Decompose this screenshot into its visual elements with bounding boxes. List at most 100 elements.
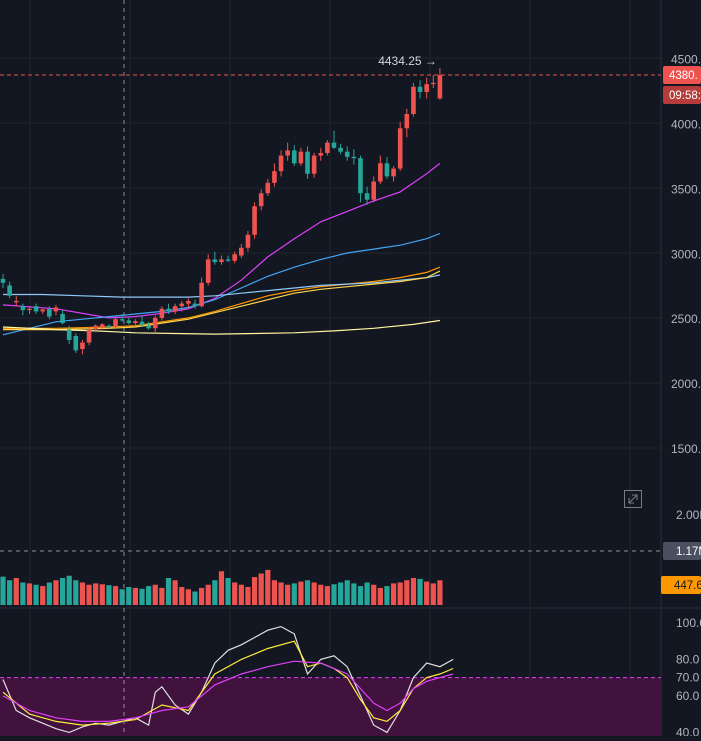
rsi-axis-tick: 80.0 (676, 652, 700, 666)
rsi-line (2, 660, 454, 722)
rsi-axis-tick: 70.0 (676, 671, 700, 685)
candle-body (179, 303, 185, 307)
candle-body (391, 168, 396, 177)
candle-body (126, 320, 132, 324)
last-price-badge (663, 66, 701, 85)
volume-bar (93, 583, 99, 605)
expand-icon (624, 490, 642, 508)
volume-bar (271, 580, 278, 605)
volume-bar (318, 584, 324, 605)
rsi-axis-tick: 60.0 (676, 689, 700, 703)
candle-body (86, 329, 92, 343)
price-axis-tick: 1500. (671, 442, 701, 456)
volume-bar (139, 588, 145, 605)
volume-bar (66, 575, 72, 605)
candle-body (93, 325, 98, 330)
crosshair: 4434.25 → (0, 0, 661, 736)
volume-bar (344, 580, 350, 605)
candle-body (311, 155, 317, 174)
volume-bar (218, 571, 225, 605)
volume-bar (437, 580, 443, 605)
volume-bar (357, 586, 364, 605)
candle-body (424, 84, 429, 92)
volume-bar (179, 587, 185, 605)
rsi-overbought-zone (0, 677, 661, 736)
candle-body (212, 259, 218, 263)
rsi-line (2, 625, 454, 734)
volume-bar (26, 583, 33, 605)
candle-body (431, 82, 436, 85)
volume-bar (112, 586, 119, 605)
last-price-label: 4380. (669, 70, 698, 82)
volume-bar (410, 578, 417, 605)
volume-bar (430, 583, 436, 605)
candle-body (232, 254, 237, 261)
candle-body (285, 150, 290, 156)
candle-body (272, 171, 277, 183)
axis-badges: 4380. 09:58: 1.17M 447.6 (661, 66, 701, 594)
candle-body (417, 86, 423, 92)
rsi-axis-tick: 40.0 (676, 725, 700, 736)
volume-bar (258, 573, 264, 605)
volume-bar (13, 578, 19, 605)
candle-body (106, 325, 112, 327)
candle-body (325, 142, 330, 153)
candle-body (239, 247, 244, 256)
volume-bar (371, 584, 377, 605)
candle-body (331, 142, 337, 148)
candle-body (219, 259, 224, 263)
candles (0, 68, 443, 355)
candle-body (159, 308, 165, 318)
candle-body (404, 114, 410, 129)
volume-bar (73, 580, 79, 605)
volume-bar (159, 587, 165, 605)
volume-bar (119, 589, 125, 605)
candle-body (305, 151, 310, 174)
high-annotation: 4434.25 → (378, 54, 437, 68)
candle-body (364, 193, 370, 200)
volume-bar (364, 582, 370, 605)
volume-bar (0, 576, 6, 605)
candle-body (66, 329, 72, 340)
candle-body (73, 336, 79, 351)
volume-bar (59, 578, 66, 605)
volume-bar (338, 582, 344, 605)
volume-bar (46, 582, 52, 605)
candle-body (358, 158, 363, 194)
candle-body (252, 206, 257, 235)
volume-value-label: 447.6 (674, 580, 701, 592)
volume-bar (417, 578, 423, 605)
candle-body (298, 151, 304, 164)
candle-body (225, 259, 231, 261)
candle-body (47, 308, 52, 317)
candle-body (378, 163, 383, 182)
crosshair-value-badge (663, 542, 701, 560)
candle-body (258, 193, 264, 207)
candle-body (437, 75, 443, 99)
rsi-lines (2, 625, 454, 734)
volume-bar (397, 582, 403, 605)
price-axis-tick: 4000. (671, 117, 701, 131)
volume-bar (285, 584, 291, 605)
volume-bar (205, 584, 211, 605)
volume-bar (245, 587, 251, 605)
volume-bar (53, 580, 59, 605)
price-axis-tick: 2000. (671, 377, 701, 391)
volume-bar (79, 582, 86, 605)
volume-bar (185, 589, 191, 605)
moving-average-line (3, 266, 441, 329)
candle-body (166, 308, 171, 312)
candle-body (40, 309, 46, 312)
volume-bar (126, 587, 132, 605)
volume-bars (0, 569, 443, 605)
moving-average-line (3, 270, 441, 331)
price-axis: 4500. 4000. 3500. 3000. 2500. 2000. 1500. 2.00M… (671, 52, 701, 739)
candle-body (186, 301, 191, 304)
expand-button[interactable] (623, 489, 643, 509)
volume-bar (132, 587, 138, 605)
volume-bar (291, 583, 297, 605)
candle-body (139, 321, 145, 326)
